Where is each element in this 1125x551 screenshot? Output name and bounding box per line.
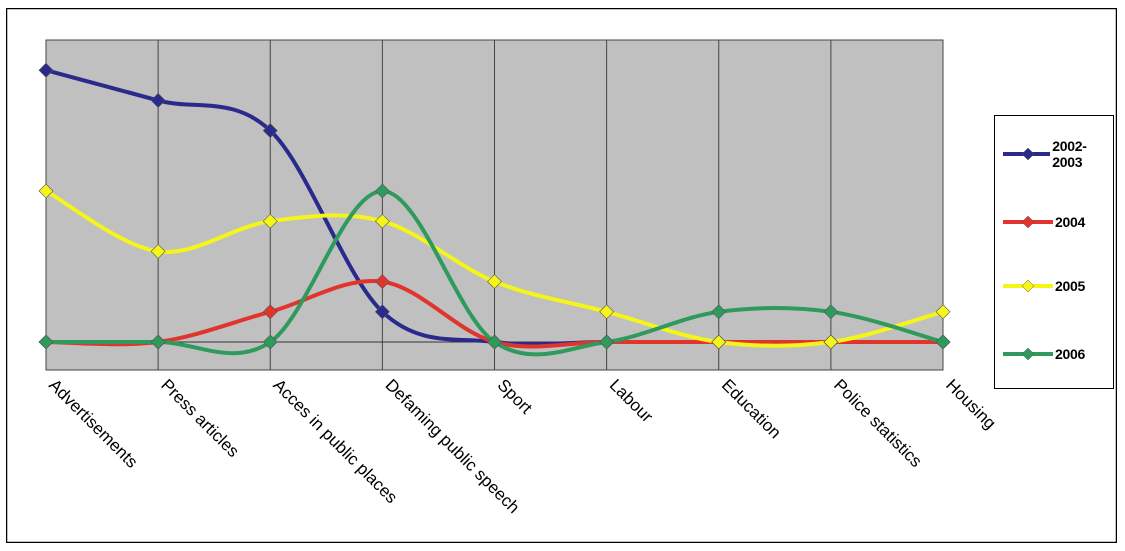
legend-item: 2002-2003 — [1003, 138, 1113, 170]
data-point-2006-3 — [262, 334, 278, 350]
data-point-2005-8 — [823, 334, 839, 350]
legend-swatch — [1003, 147, 1051, 161]
chart-frame: Advertisements Press articles Acces in pub… — [6, 8, 1117, 543]
legend-label: 2005 — [1055, 278, 1085, 294]
data-point-2005-4 — [374, 213, 390, 229]
data-point-2005-5 — [487, 274, 502, 290]
data-point-2002-2003-4 — [374, 304, 390, 320]
data-point-2004-3 — [262, 304, 278, 320]
legend-item: 2004 — [1003, 212, 1085, 232]
data-point-2006-1 — [38, 334, 54, 350]
data-point-2005-7 — [711, 334, 727, 350]
data-point-2006-4 — [374, 183, 390, 199]
data-point-2006-5 — [487, 334, 502, 350]
legend-swatch — [1003, 279, 1053, 293]
legend-swatch — [1003, 347, 1053, 361]
data-point-2002-2003-3 — [262, 123, 278, 139]
data-point-2005-1 — [38, 183, 54, 199]
legend: 2002-2003 2004 2005 2006 — [994, 115, 1114, 389]
legend-label: 2002-2003 — [1052, 138, 1087, 170]
data-point-2005-6 — [599, 304, 615, 320]
legend-item: 2005 — [1003, 276, 1085, 296]
data-point-2005-3 — [262, 213, 278, 229]
data-point-2006-7 — [711, 304, 727, 320]
data-point-2006-6 — [599, 334, 615, 350]
data-point-2006-8 — [823, 304, 839, 320]
legend-label: 2006 — [1055, 346, 1085, 362]
data-point-2002-2003-1 — [38, 62, 54, 78]
legend-swatch — [1003, 215, 1053, 229]
line-chart: Advertisements Press articles Acces in pub… — [6, 8, 1117, 543]
data-point-2006-2 — [150, 334, 166, 350]
data-point-2002-2003-2 — [150, 92, 166, 108]
series-line-2006 — [46, 189, 944, 357]
data-point-2005-9 — [935, 304, 951, 320]
data-point-2004-4 — [374, 274, 390, 290]
legend-item: 2006 — [1003, 344, 1085, 364]
data-point-2005-2 — [150, 243, 166, 259]
legend-label: 2004 — [1055, 214, 1085, 230]
data-point-2006-9 — [935, 334, 951, 350]
